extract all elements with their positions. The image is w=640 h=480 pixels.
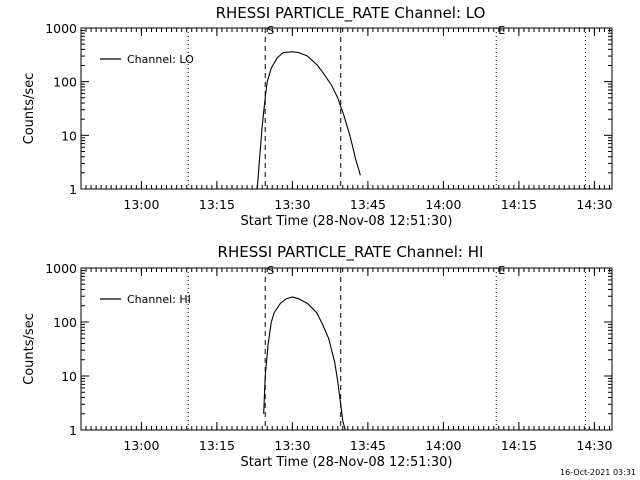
y-tick-label: 10 — [61, 128, 77, 143]
y-axis-label: Counts/sec — [22, 73, 37, 145]
series-line — [263, 296, 346, 431]
x-tick-label: 13:15 — [199, 197, 235, 212]
y-axis-label: Counts/sec — [22, 313, 37, 385]
x-tick-label: 13:45 — [350, 197, 386, 212]
time-marker-label: E — [498, 264, 505, 277]
x-axis-label: Start Time (28-Nov-08 12:51:30) — [241, 214, 453, 229]
y-tick-label: 1000 — [45, 21, 77, 36]
chart-title: RHESSI PARTICLE_RATE Channel: LO — [216, 4, 486, 23]
x-tick-label: 14:30 — [576, 438, 612, 453]
x-tick-label: 13:15 — [199, 438, 235, 453]
legend-label: Channel: HI — [127, 293, 191, 306]
plot-frame — [80, 267, 613, 431]
x-tick-label: 14:00 — [425, 438, 461, 453]
time-marker-label: E — [498, 24, 505, 37]
x-axis-label: Start Time (28-Nov-08 12:51:30) — [241, 455, 453, 470]
x-tick-label: 14:15 — [501, 438, 537, 453]
x-tick-label: 13:45 — [350, 438, 386, 453]
x-tick-label: 13:00 — [123, 438, 159, 453]
y-tick-label: 1 — [69, 423, 77, 438]
chart-title: RHESSI PARTICLE_RATE Channel: HI — [218, 243, 484, 262]
series-line — [256, 51, 361, 190]
footer-timestamp: 16-Oct-2021 03:31 — [560, 468, 636, 477]
y-tick-label: 10 — [61, 369, 77, 384]
y-tick-label: 1 — [69, 182, 77, 197]
y-tick-label: 1000 — [45, 261, 77, 276]
plot-frame — [80, 27, 613, 190]
y-tick-label: 100 — [53, 75, 77, 90]
chart-panel-2: RHESSI PARTICLE_RATE Channel: HI 13:00 13:… — [22, 243, 613, 470]
x-tick-label: 13:00 — [123, 197, 159, 212]
time-marker-label: S — [267, 264, 274, 277]
x-tick-label: 14:30 — [576, 197, 612, 212]
chart-panel-1: RHESSI PARTICLE_RATE Channel: LO 13:00 13:… — [22, 4, 613, 229]
x-tick-label: 14:15 — [501, 197, 537, 212]
x-tick-label: 13:30 — [274, 197, 310, 212]
time-marker-label: S — [267, 24, 274, 37]
y-tick-label: 100 — [53, 315, 77, 330]
legend-label: Channel: LO — [127, 53, 194, 66]
x-tick-label: 14:00 — [425, 197, 461, 212]
x-tick-label: 13:30 — [274, 438, 310, 453]
